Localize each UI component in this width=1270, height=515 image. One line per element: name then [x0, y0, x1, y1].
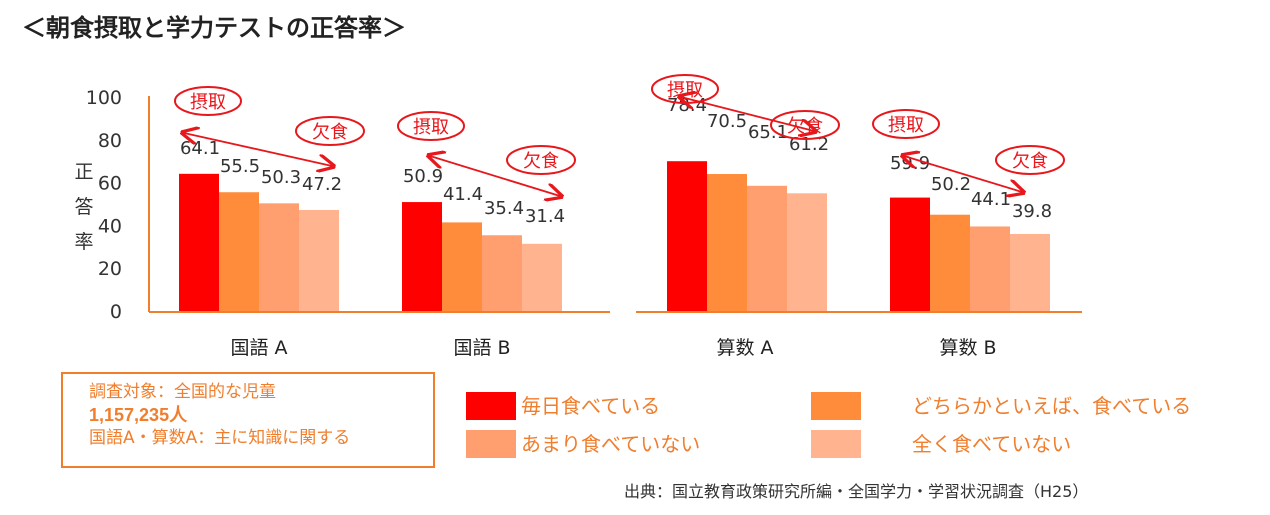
bar [890, 197, 930, 311]
data-label: 64.1 [180, 138, 220, 159]
y-tick-label: 60 [98, 173, 122, 195]
bar [522, 243, 562, 311]
data-label: 35.4 [484, 198, 524, 219]
category-label: 算数 A [716, 337, 773, 359]
legend-swatch [466, 392, 516, 420]
data-label: 31.4 [525, 206, 565, 227]
comparison-arrow [184, 133, 332, 166]
bar [219, 192, 259, 311]
chart-title: ＜朝食摂取と学力テストの正答率＞ [22, 14, 406, 42]
bar [1010, 233, 1050, 311]
survey-target-text: 調査対象：全国的な児童 [89, 382, 276, 402]
bar [442, 222, 482, 311]
intake-label: 摂取 [888, 115, 924, 136]
data-label: 50.3 [261, 167, 301, 188]
data-label: 39.8 [1012, 201, 1052, 222]
skip-label: 欠食 [787, 116, 823, 137]
data-label: 50.9 [403, 166, 443, 187]
intake-oval [872, 109, 940, 139]
y-tick-label: 40 [98, 215, 122, 237]
bar [179, 173, 219, 311]
data-label: 55.5 [220, 156, 260, 177]
bar [747, 185, 787, 311]
y-tick-label: 20 [98, 258, 122, 280]
data-label: 65.1 [748, 122, 788, 143]
legend-label: どちらかといえば、食べている [912, 394, 1191, 418]
y-tick-label: 80 [98, 130, 122, 152]
intake-label: 摂取 [413, 117, 449, 138]
intake-oval [174, 86, 242, 116]
legend-swatch [466, 430, 516, 458]
y-axis-label-char: 正 [74, 161, 93, 183]
bar [930, 214, 970, 311]
data-label: 59.9 [890, 153, 930, 174]
y-axis-label-char: 答 [74, 196, 93, 218]
legend-swatch [811, 392, 861, 420]
comparison-arrow [904, 156, 1022, 192]
y-tick-label: 100 [86, 87, 122, 109]
bar [482, 235, 522, 311]
category-label: 国語 A [230, 337, 287, 359]
data-label: 44.1 [971, 189, 1011, 210]
bar [970, 226, 1010, 311]
comparison-arrow [430, 156, 560, 196]
legend-label: あまり食べていない [521, 432, 700, 456]
survey-count-text: 1,157,235人 [89, 405, 188, 425]
skip-label: 欠食 [312, 122, 348, 143]
legend-label: 毎日食べている [521, 394, 660, 418]
skip-label: 欠食 [523, 151, 559, 172]
survey-note-text: 国語A・算数A：主に知識に関する [89, 428, 351, 448]
data-label: 50.2 [931, 174, 971, 195]
survey-info-box: 調査対象：全国的な児童 1,157,235人 国語A・算数A：主に知識に関する [61, 372, 435, 468]
data-label: 41.4 [443, 184, 483, 205]
comparison-arrow [681, 97, 814, 131]
bar [299, 209, 339, 311]
y-tick-label: 0 [110, 301, 122, 323]
source-note: 出典：国立教育政策研究所編・全国学力・学習状況調査（H25） [624, 482, 1089, 501]
category-label: 算数 B [939, 337, 996, 359]
bar [667, 161, 707, 311]
skip-label: 欠食 [1012, 151, 1048, 172]
category-label: 国語 B [453, 337, 510, 359]
y-axis-label-char: 率 [74, 231, 93, 253]
data-label: 70.5 [707, 111, 747, 132]
bar [259, 203, 299, 311]
legend-swatch [811, 430, 861, 458]
bar [787, 193, 827, 311]
intake-label: 摂取 [190, 92, 226, 113]
data-label: 47.2 [302, 174, 342, 195]
bar [707, 174, 747, 311]
bar [402, 202, 442, 311]
legend-label: 全く食べていない [912, 432, 1071, 456]
intake-oval [397, 111, 465, 141]
